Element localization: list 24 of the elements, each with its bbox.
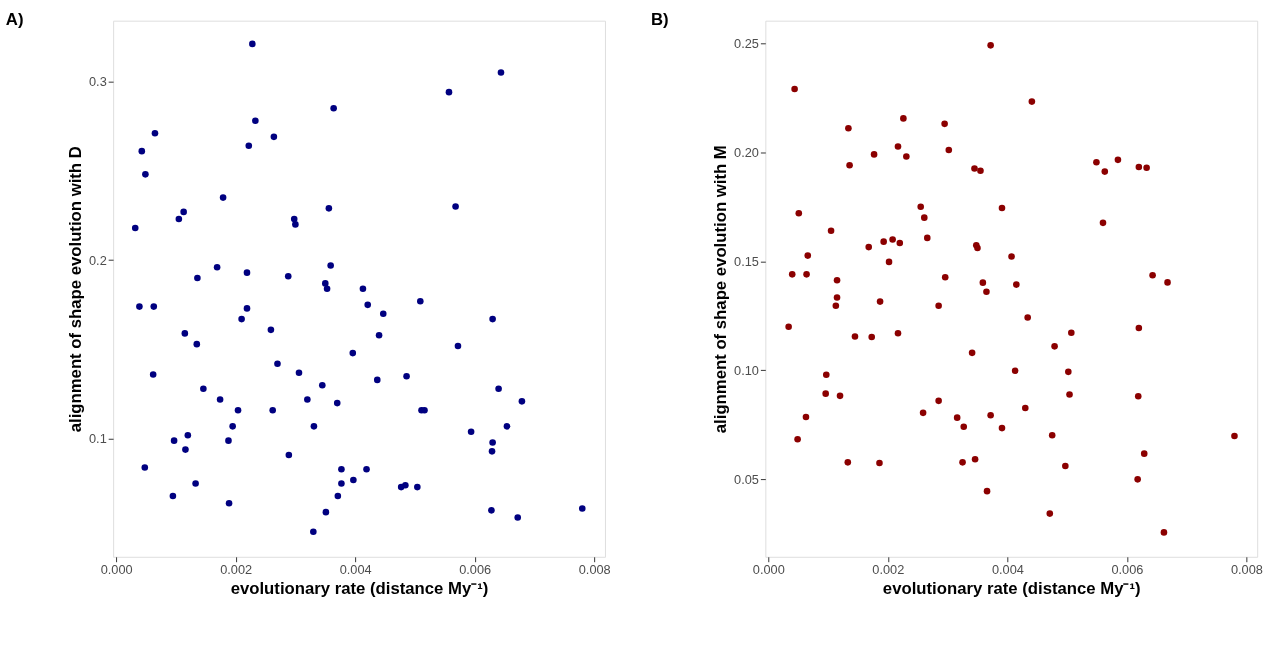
y-tick-label: 0.2 bbox=[88, 252, 107, 268]
y-tick-label: 0.10 bbox=[734, 362, 759, 378]
y-tick-label: 0.1 bbox=[88, 431, 107, 447]
x-tick-label: 0.004 bbox=[339, 562, 372, 578]
x-tick-label: 0.006 bbox=[1111, 562, 1144, 578]
y-tick-label: 0.15 bbox=[734, 253, 759, 269]
y-tick-label: 0.05 bbox=[734, 471, 759, 487]
y-tick-label: 0.25 bbox=[734, 35, 759, 51]
x-axis-title: evolutionary rate (distance My⁻¹) bbox=[230, 578, 489, 598]
chart-title: B) bbox=[650, 9, 669, 29]
x-tick-label: 0.008 bbox=[578, 562, 611, 578]
x-tick-label: 0.000 bbox=[100, 562, 133, 578]
x-tick-label: 0.000 bbox=[752, 562, 785, 578]
y-axis-title: alignment of shape evolution with D bbox=[66, 146, 86, 433]
y-axis-title: alignment of shape evolution with M bbox=[711, 145, 731, 434]
x-tick-label: 0.006 bbox=[459, 562, 492, 578]
x-tick-label: 0.002 bbox=[872, 562, 905, 578]
chart-title: A) bbox=[5, 9, 24, 29]
y-tick-label: 0.3 bbox=[88, 73, 107, 89]
x-tick-label: 0.008 bbox=[1230, 562, 1263, 578]
y-tick-label: 0.20 bbox=[734, 144, 759, 160]
x-axis-title: evolutionary rate (distance My⁻¹) bbox=[882, 578, 1141, 598]
x-tick-label: 0.004 bbox=[991, 562, 1024, 578]
x-tick-label: 0.002 bbox=[220, 562, 253, 578]
